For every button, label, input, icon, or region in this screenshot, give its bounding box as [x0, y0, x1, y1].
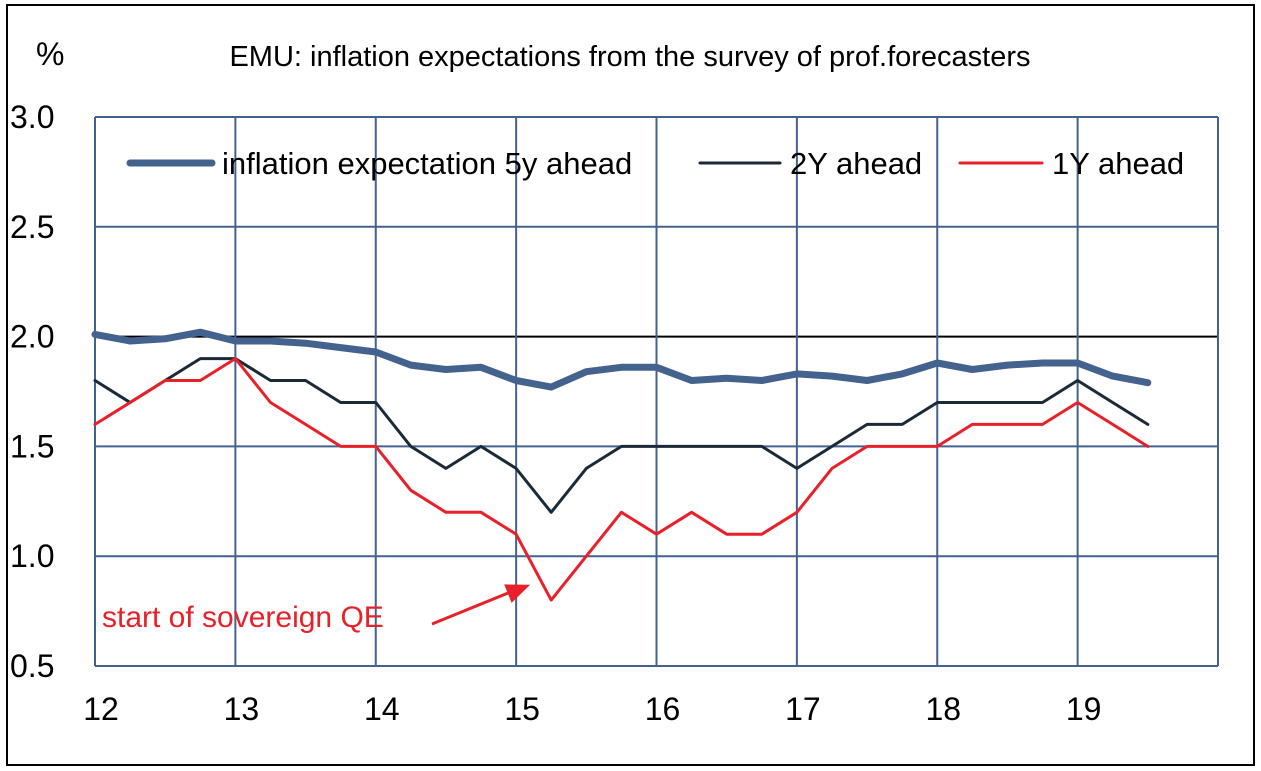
chart-title: EMU: inflation expectations from the sur… — [229, 41, 1030, 73]
grid-lines — [94, 116, 1219, 667]
x-tick-label: 16 — [645, 691, 681, 727]
x-tick-label: 17 — [785, 691, 821, 727]
unit-label: % — [36, 36, 64, 72]
series-line-0 — [91, 328, 1152, 391]
legend-label: 2Y ahead — [790, 146, 922, 181]
x-tick-label: 12 — [83, 691, 119, 727]
x-axis-ticks: 12 13 14 15 16 17 18 19 — [83, 691, 1101, 727]
annotation-arrow-line — [431, 588, 517, 626]
x-tick-label: 18 — [925, 691, 961, 727]
legend-label: inflation expectation 5y ahead — [222, 146, 632, 181]
y-tick-label: 1.0 — [10, 538, 54, 574]
x-tick-label: 13 — [224, 691, 260, 727]
x-tick-label: 19 — [1066, 691, 1102, 727]
annotation-arrowhead — [504, 584, 531, 603]
series-line-2 — [93, 357, 1150, 602]
y-tick-label: 1.5 — [10, 428, 54, 464]
y-tick-label: 2.0 — [10, 319, 54, 355]
annotation-text: start of sovereign QE — [102, 601, 384, 634]
chart-frame — [6, 4, 1255, 766]
legend-label: 1Y ahead — [1052, 146, 1184, 181]
legend: inflation expectation 5y ahead 2Y ahead 1Y… — [126, 146, 1184, 181]
series-lines — [91, 328, 1152, 602]
y-tick-label: 2.5 — [10, 209, 54, 245]
y-axis-ticks: 0.5 1.0 1.5 2.0 2.5 3.0 — [10, 99, 54, 684]
annotations: start of sovereign QE — [102, 584, 531, 634]
x-tick-label: 15 — [504, 691, 540, 727]
x-tick-label: 14 — [364, 691, 400, 727]
series-line-1 — [93, 357, 1150, 514]
y-tick-label: 0.5 — [10, 648, 54, 684]
y-tick-label: 3.0 — [10, 99, 54, 135]
